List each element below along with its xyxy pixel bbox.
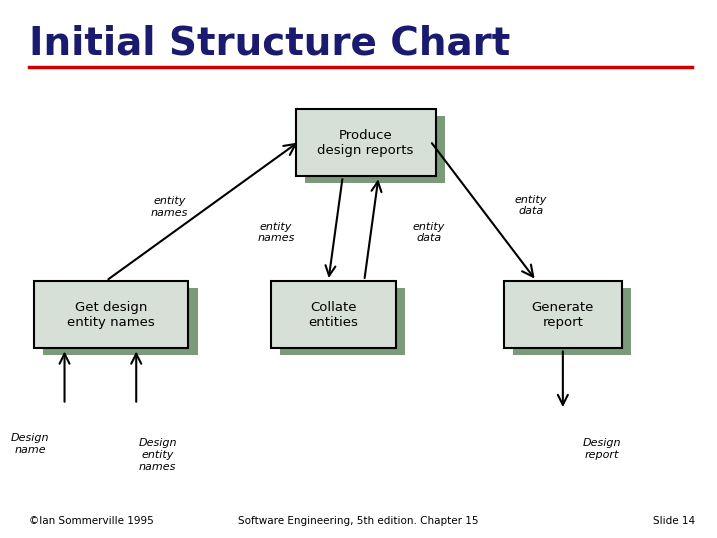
- Text: Get design
entity names: Get design entity names: [67, 301, 155, 329]
- Bar: [271, 281, 396, 349]
- Bar: [34, 281, 188, 349]
- Text: entity
names: entity names: [151, 196, 188, 218]
- Bar: [305, 116, 445, 183]
- Text: entity
names: entity names: [257, 222, 295, 243]
- Text: Produce
design reports: Produce design reports: [318, 129, 414, 157]
- Bar: [513, 288, 632, 356]
- Bar: [503, 281, 622, 349]
- Text: Initial Structure Chart: Initial Structure Chart: [29, 24, 510, 62]
- Text: Generate
report: Generate report: [532, 301, 594, 329]
- Text: Slide 14: Slide 14: [653, 516, 695, 526]
- Text: Software Engineering, 5th edition. Chapter 15: Software Engineering, 5th edition. Chapt…: [238, 516, 479, 526]
- Text: entity
data: entity data: [515, 195, 547, 216]
- Text: Design
report: Design report: [583, 438, 622, 460]
- Bar: [295, 109, 435, 176]
- Text: entity
data: entity data: [412, 222, 445, 243]
- Text: Design
name: Design name: [11, 433, 49, 455]
- Text: Collate
entities: Collate entities: [308, 301, 358, 329]
- Bar: [43, 288, 197, 356]
- Text: ©Ian Sommerville 1995: ©Ian Sommerville 1995: [29, 516, 153, 526]
- Text: Design
entity
names: Design entity names: [138, 438, 177, 472]
- Bar: [280, 288, 406, 356]
